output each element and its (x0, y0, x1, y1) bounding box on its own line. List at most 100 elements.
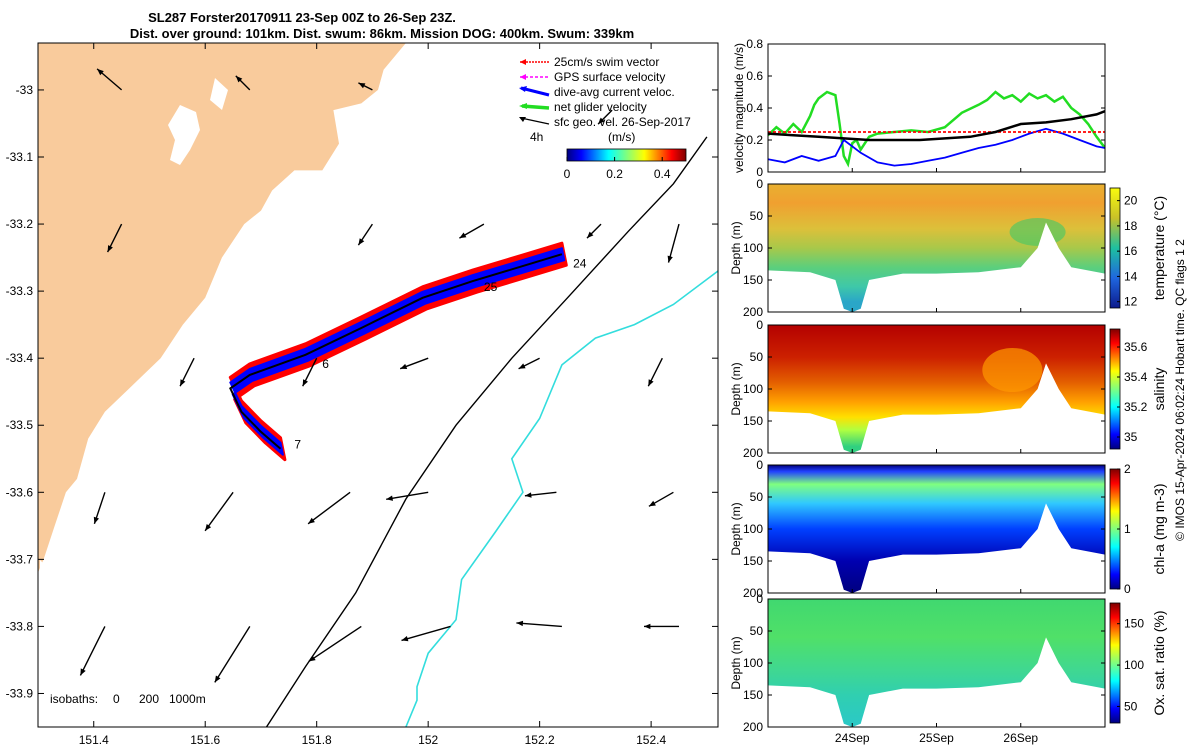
isobath-200m-line (265, 136, 708, 727)
map-ytick-label: -33.1 (6, 150, 34, 164)
geo-vector-head (308, 655, 316, 662)
map-xtick-label: 152 (418, 733, 438, 747)
section-colorbar-label: chl-a (mg m-3) (1151, 483, 1167, 574)
geo-vector-head (598, 117, 605, 125)
land-area (38, 43, 406, 727)
section-colorbar-tick-label: 0 (1124, 582, 1131, 596)
geo-vector-head (644, 623, 651, 630)
section-colorbar (1109, 602, 1121, 724)
section-ylabel: Depth (m) (729, 221, 743, 274)
legend-net: net glider velocity (519, 100, 647, 114)
velocity-y-ticks: 0 0.2 0.4 0.6 0.8 (746, 37, 1105, 179)
section-ytick-label: 150 (743, 414, 763, 428)
geo-vector-head (80, 668, 86, 676)
map-colorbar-ticks: 0 0.2 0.4 (564, 157, 671, 181)
map-frame (37, 42, 719, 728)
section-ytick-label: 150 (743, 554, 763, 568)
section-colorbar-tick-label: 18 (1124, 219, 1138, 233)
section-feature (982, 348, 1043, 392)
section-colorbar-tick-label: 20 (1124, 194, 1138, 208)
section-ytick-label: 50 (750, 624, 764, 638)
legend-interval-label: 4h (530, 130, 543, 144)
map-colorbar-tick-label: 0 (564, 167, 571, 181)
legend-gps-label: GPS surface velocity (554, 70, 665, 84)
map-legend: 25cm/s swim vector GPS surface velocity … (519, 55, 691, 181)
section-colorbar (1109, 328, 1121, 450)
section-colorbar-tick-label: 150 (1124, 617, 1144, 631)
section-ytick-label: 0 (756, 318, 763, 332)
section-panel-chla: 0 50 100 150 200 Depth (m) 0 1 2 chl-a (mg m-3) (729, 458, 1167, 600)
section-xtick-label: 24Sep (835, 731, 870, 745)
section-ytick-label: 100 (743, 382, 763, 396)
map-colorbar-tick-label: 0.4 (654, 167, 671, 181)
section-colorbar-tick-label: 35.4 (1124, 370, 1148, 384)
day-label: 25 (484, 280, 498, 294)
map-ytick-label: -33.5 (6, 418, 34, 432)
section-xtick-label: 25Sep (919, 731, 954, 745)
section-ytick-label: 100 (743, 656, 763, 670)
section-ytick-label: 200 (743, 305, 763, 319)
section-ytick-label: 200 (743, 586, 763, 600)
map-xtick-label: 152.4 (636, 733, 666, 747)
section-colorbar-label: salinity (1151, 368, 1167, 411)
geo-vector-head (587, 231, 594, 239)
section-colorbar-tick-label: 50 (1124, 699, 1138, 713)
isobath-legend: isobaths: 0 200 1000m (50, 692, 206, 706)
section-panel-temperature: 0 50 100 150 200 Depth (m) 12 14 16 18 20 temperatu… (729, 177, 1167, 319)
geo-vector-head (97, 68, 104, 76)
section-ylabel: Depth (m) (729, 636, 743, 689)
legend-swim: 25cm/s swim vector (520, 55, 659, 69)
isobath-label-0: 0 (113, 692, 120, 706)
geo-vector-head (401, 636, 409, 642)
geo-vector-head (358, 238, 365, 246)
section-ytick-label: 150 (743, 688, 763, 702)
section-panel-salinity: 0 50 100 150 200 Depth (m) 35 35.2 35.4 35.6salin… (729, 318, 1167, 460)
isobath-label-1000: 1000m (169, 692, 206, 706)
section-colorbar-tick-label: 12 (1124, 295, 1138, 309)
section-colorbar-label: Ox. sat. ratio (%) (1151, 610, 1167, 715)
velocity-series-line (768, 110, 1105, 142)
bay-shape (40, 560, 52, 590)
geo-vector-head (459, 232, 467, 239)
geo-vector (667, 223, 680, 263)
section-ytick-label: 0 (756, 592, 763, 606)
map-xtick-label: 152.2 (525, 733, 555, 747)
day-label: 24 (573, 257, 587, 271)
geo-vector (401, 625, 451, 642)
isobath-label-200: 200 (139, 692, 159, 706)
map-colorbar-tick-label: 0.2 (606, 167, 623, 181)
map-ytick-label: -33.7 (6, 552, 34, 566)
legend-net-label: net glider velocity (554, 100, 647, 114)
velocity-ytick-label: 0.2 (746, 133, 763, 147)
map-colorbar-label: (m/s) (608, 130, 635, 144)
figure-title-line2: Dist. over ground: 101km. Dist. swum: 86… (130, 26, 634, 41)
land-extras (40, 78, 228, 590)
geo-vector (307, 491, 351, 525)
geo-vector-head (107, 245, 113, 253)
glider-track-line (229, 253, 563, 450)
map-xtick-label: 151.6 (190, 733, 220, 747)
map-xtick-label: 151.4 (79, 733, 109, 747)
map-xtick-label: 151.8 (302, 733, 332, 747)
map-ytick-label: -33.6 (6, 485, 34, 499)
section-colorbar-label: temperature (°C) (1151, 196, 1167, 300)
geo-vector-head (667, 255, 673, 263)
map-ytick-label: -33.3 (6, 284, 34, 298)
section-colorbar (1109, 187, 1121, 309)
section-ytick-label: 50 (750, 209, 764, 223)
section-ytick-label: 50 (750, 350, 764, 364)
map-ytick-label: -33.9 (6, 686, 34, 700)
map-ytick-label: -33.8 (6, 619, 34, 633)
day-label: 6 (322, 357, 329, 371)
section-ytick-label: 150 (743, 273, 763, 287)
velocity-panel: 0 0.2 0.4 0.6 0.8 velocity magnitude (m/s) (732, 37, 1106, 179)
section-ytick-label: 100 (743, 241, 763, 255)
map-y-ticks: -33 -33.1 -33.2 -33.3 -33.4 -33.5 -33.6 -33.7 -3… (6, 83, 718, 700)
geo-vector (214, 626, 251, 683)
map-x-ticks: 151.4 151.6 151.8 152 152.2 152.4 (79, 43, 666, 747)
geo-vector-head (214, 675, 221, 683)
section-colorbar-tick-label: 100 (1124, 658, 1144, 672)
velocity-ylabel: velocity magnitude (m/s) (732, 43, 746, 173)
